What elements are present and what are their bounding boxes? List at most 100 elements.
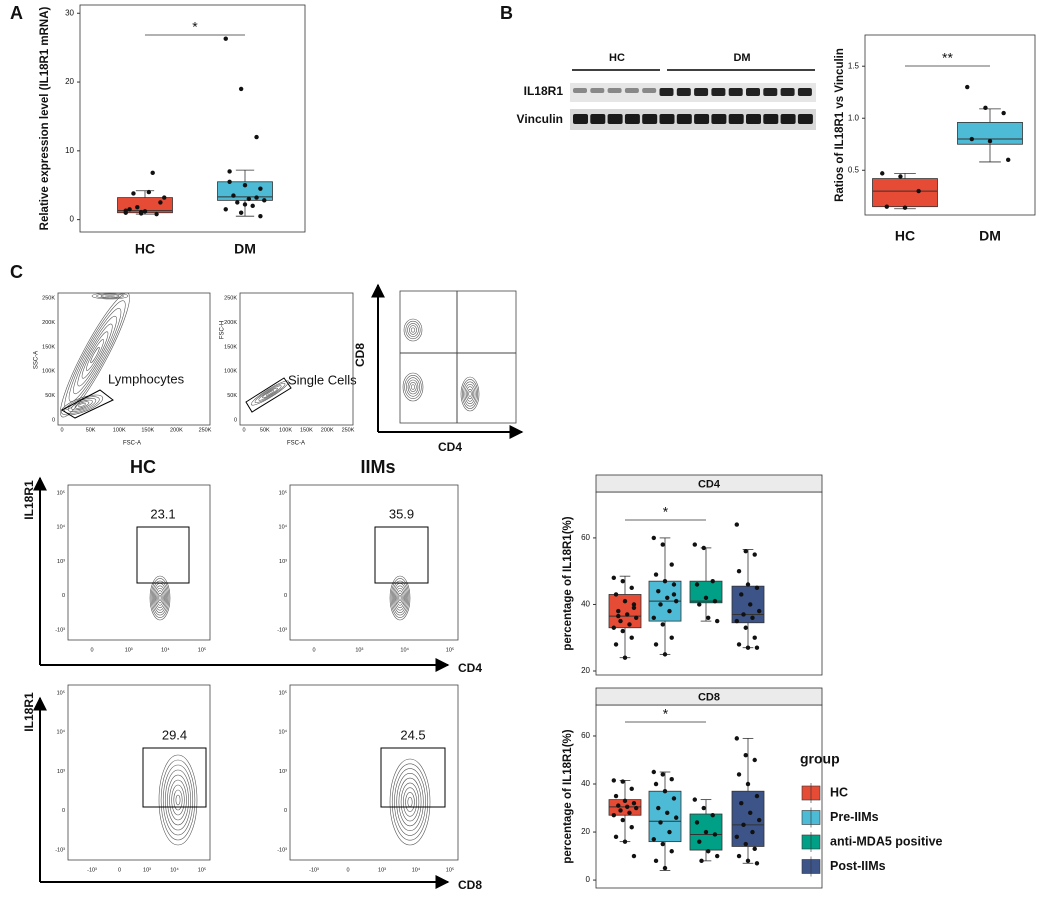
contour <box>464 383 476 405</box>
blot-band <box>659 88 674 96</box>
flow-tick-label: 10⁴ <box>170 866 179 873</box>
data-point <box>131 191 136 196</box>
data-point <box>667 608 672 614</box>
flow-tick-label: 0 <box>284 593 287 599</box>
y-tick-label: 0 <box>70 215 75 224</box>
contour <box>265 390 275 396</box>
data-point <box>669 777 674 782</box>
gate <box>245 377 292 413</box>
data-point <box>665 810 670 816</box>
flow-axis-label: FSC-H <box>220 321 226 339</box>
data-point <box>634 615 639 620</box>
blot-band <box>780 114 796 124</box>
panel-label: A <box>10 3 23 23</box>
data-point <box>656 588 661 594</box>
flow-axis-label: CD8 <box>458 878 482 892</box>
data-point <box>620 578 625 584</box>
contour <box>409 325 417 335</box>
data-point <box>625 804 630 810</box>
flow-plot <box>289 484 459 641</box>
data-point <box>625 612 630 617</box>
data-point <box>250 203 255 209</box>
flow-tick-label: 10⁵ <box>279 489 287 496</box>
contour <box>389 575 411 621</box>
blot-band <box>694 88 709 96</box>
contour <box>258 385 282 401</box>
flow-tick-label: 10⁵ <box>446 646 454 653</box>
flow-plot <box>289 684 459 861</box>
data-point <box>616 608 621 614</box>
flow-tick-label: 0 <box>62 808 65 814</box>
data-point <box>258 186 263 191</box>
contour <box>395 587 405 609</box>
gate-percentage: 29.4 <box>162 727 187 742</box>
gate <box>142 747 207 808</box>
data-point <box>987 138 993 144</box>
data-point <box>631 801 637 806</box>
data-point <box>618 808 623 813</box>
y-tick-label: 40 <box>581 600 590 609</box>
data-point <box>694 582 700 587</box>
data-point <box>658 820 663 825</box>
contour <box>105 294 115 298</box>
flow-axis-label: IL18R1 <box>22 692 36 732</box>
data-point <box>757 608 762 614</box>
data-point <box>1001 110 1006 116</box>
contour <box>403 318 423 342</box>
y-tick-label: 30 <box>65 8 74 17</box>
data-point <box>969 136 974 142</box>
data-point <box>123 208 128 213</box>
data-point <box>622 655 628 660</box>
contour <box>407 323 419 337</box>
gate-percentage: 23.1 <box>150 506 175 521</box>
data-point <box>622 598 628 604</box>
data-point <box>254 195 259 200</box>
data-point <box>1006 157 1011 163</box>
data-point <box>616 803 621 808</box>
flow-tick-label: 100K <box>224 369 237 375</box>
blot-band <box>590 114 606 124</box>
y-tick-label: 1.5 <box>848 61 860 70</box>
data-point <box>235 200 240 205</box>
contour <box>391 763 429 841</box>
flow-axis-label: CD4 <box>458 661 482 675</box>
contour <box>390 578 410 618</box>
data-point <box>616 613 621 619</box>
data-point <box>662 865 668 871</box>
blot-band <box>694 114 710 124</box>
y-tick-label: 10 <box>65 146 74 155</box>
data-point <box>262 198 267 203</box>
data-point <box>150 170 155 176</box>
data-point <box>736 568 742 574</box>
data-point <box>627 622 632 627</box>
data-point <box>701 545 706 551</box>
data-point <box>743 549 748 554</box>
y-tick-label: 20 <box>581 827 590 836</box>
data-point <box>734 736 739 741</box>
gate-label: Lymphocytes <box>108 371 185 386</box>
contour <box>400 782 420 822</box>
contour <box>391 580 409 616</box>
contour <box>467 388 473 400</box>
data-point <box>697 602 702 607</box>
blot-band <box>711 114 727 124</box>
data-point <box>669 635 674 640</box>
data-point <box>902 205 908 210</box>
data-point <box>662 578 668 584</box>
blot-band <box>763 114 779 124</box>
contour <box>167 774 189 826</box>
data-point <box>754 645 760 650</box>
data-point <box>736 772 742 777</box>
data-point <box>739 801 744 806</box>
data-point <box>242 183 248 188</box>
data-point <box>694 820 700 825</box>
data-point <box>656 805 661 811</box>
data-point <box>734 834 739 840</box>
flow-plot <box>399 290 517 424</box>
x-tick-label: HC <box>135 241 155 257</box>
data-point <box>258 213 263 219</box>
data-point <box>662 652 668 657</box>
blot-band <box>676 114 692 124</box>
flow-tick-label: -10³ <box>55 847 65 853</box>
contour <box>86 339 104 371</box>
